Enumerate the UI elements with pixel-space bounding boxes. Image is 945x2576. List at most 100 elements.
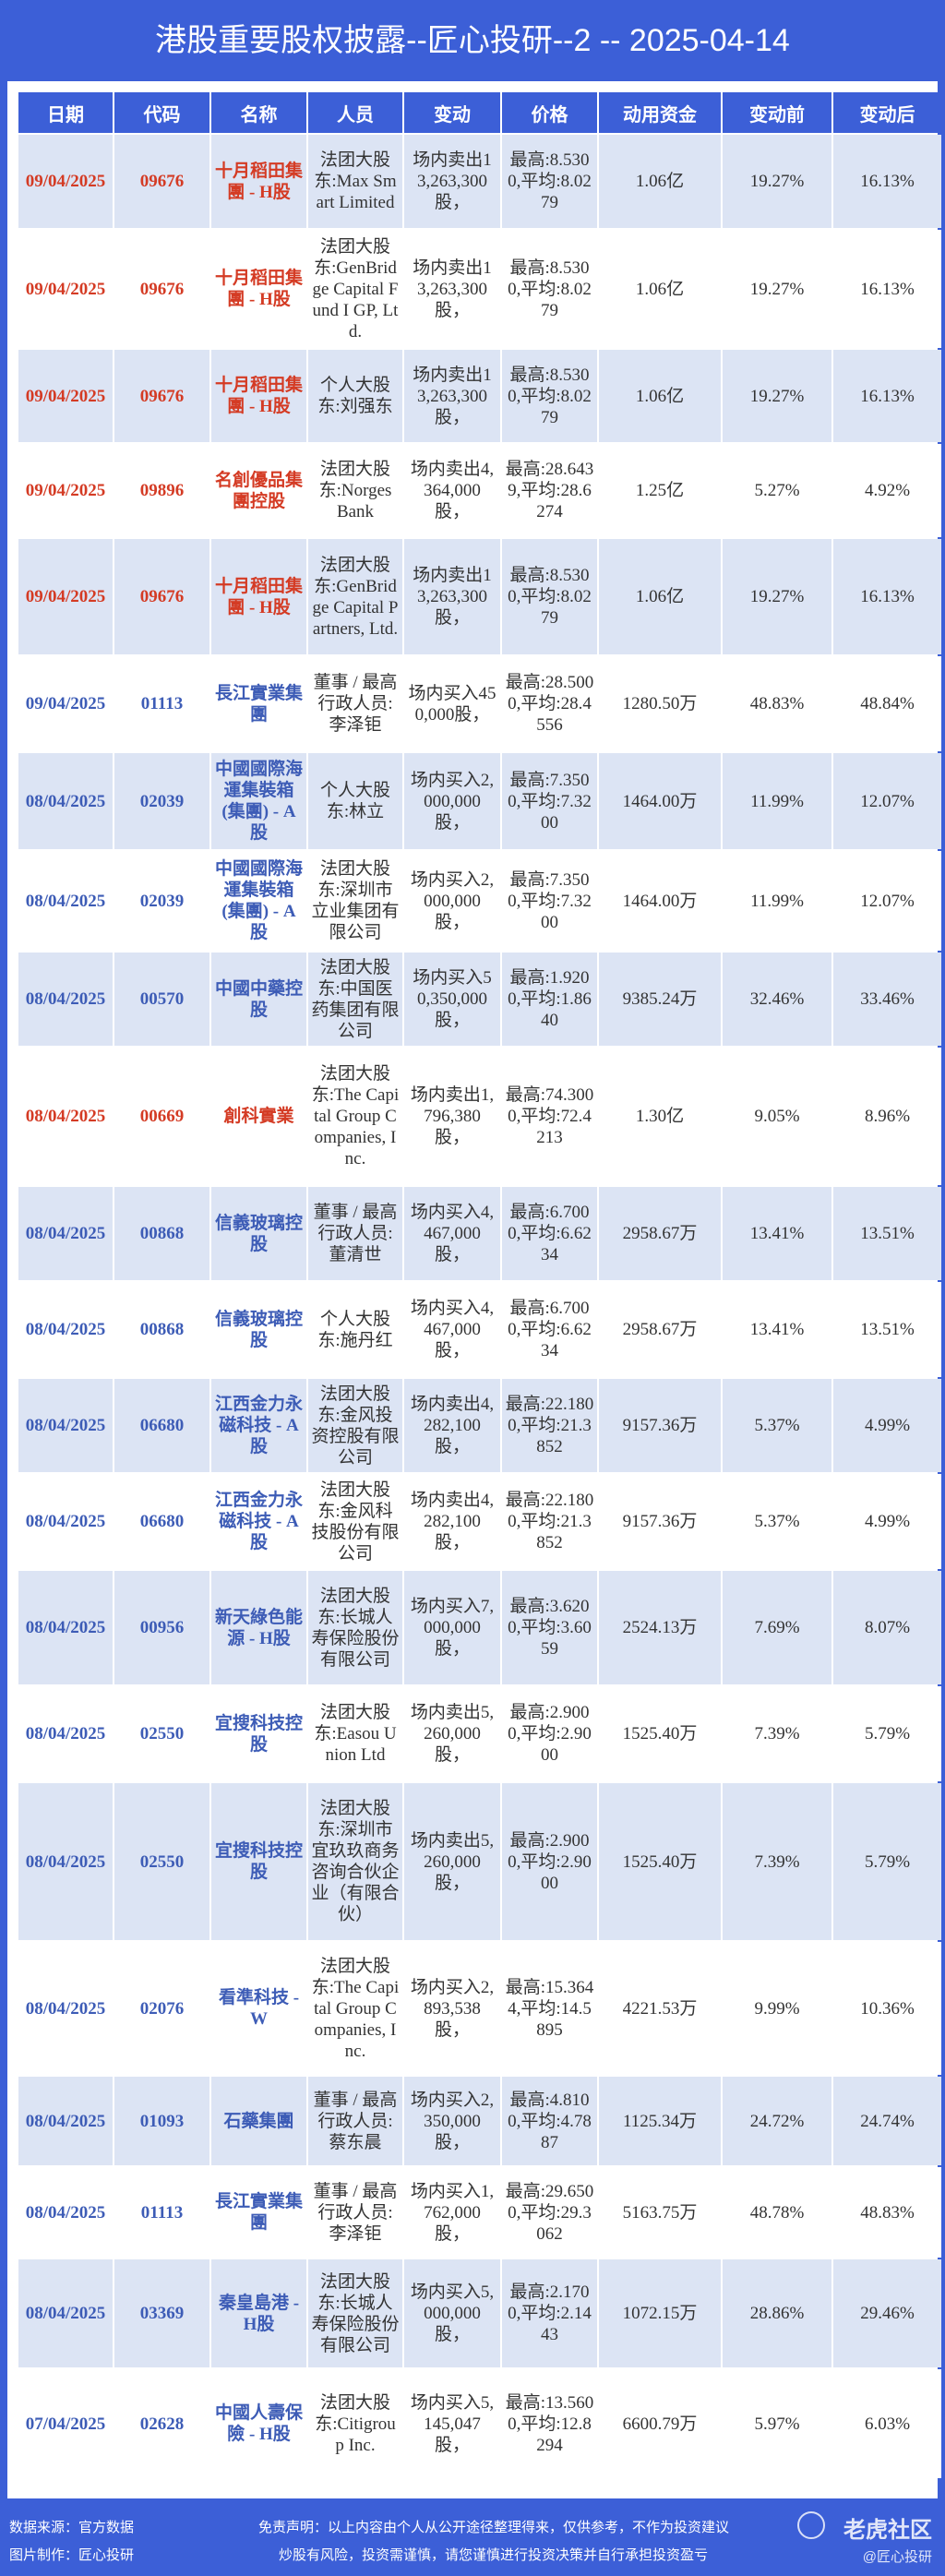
cell-price: 最高:29.6500,平均:29.3062 xyxy=(502,2167,597,2258)
cell-date: 08/04/2025 xyxy=(18,1474,113,1569)
cell-change: 场内卖出5,260,000股， xyxy=(404,1686,500,1781)
cell-change: 场内买入4,467,000股， xyxy=(404,1187,500,1280)
cell-date: 09/04/2025 xyxy=(18,230,113,348)
cell-change: 场内买入2,000,000股， xyxy=(404,851,500,951)
cell-price: 最高:6.7000,平均:6.6234 xyxy=(502,1282,597,1377)
cell-name: 名創優品集團控股 xyxy=(211,444,306,537)
cell-price: 最高:8.5300,平均:8.0279 xyxy=(502,230,597,348)
cell-price: 最高:15.3644,平均:14.5895 xyxy=(502,1942,597,2075)
cell-change: 场内卖出4,282,100股， xyxy=(404,1474,500,1569)
cell-change: 场内买入5,000,000股， xyxy=(404,2259,500,2367)
cell-name: 宜搜科技控股 xyxy=(211,1686,306,1781)
cell-before: 13.41% xyxy=(723,1282,831,1377)
cell-before: 19.27% xyxy=(723,539,831,654)
table-row: 08/04/2025 02076 看準科技 - W 法团大股东:The Capital… xyxy=(18,1942,941,2075)
cell-before: 32.46% xyxy=(723,953,831,1046)
cell-after: 6.03% xyxy=(833,2369,941,2478)
cell-person: 法团大股东:Easou Union Ltd xyxy=(308,1686,402,1781)
cell-name: 中國中藥控股 xyxy=(211,953,306,1046)
cell-name: 長江實業集團 xyxy=(211,2167,306,2258)
table-row: 09/04/2025 01113 長江實業集團 董事 / 最高行政人员:李泽钜 场内买入… xyxy=(18,656,941,751)
table-row: 08/04/2025 06680 江西金力永磁科技 - A股 法团大股东:金风科技股份… xyxy=(18,1474,941,1569)
cell-name: 中國國際海運集裝箱(集團) - A股 xyxy=(211,851,306,951)
cell-before: 5.27% xyxy=(723,444,831,537)
cell-date: 08/04/2025 xyxy=(18,2077,113,2165)
cell-after: 13.51% xyxy=(833,1187,941,1280)
cell-after: 16.13% xyxy=(833,135,941,228)
cell-code: 02550 xyxy=(114,1686,209,1781)
cell-name: 信義玻璃控股 xyxy=(211,1282,306,1377)
table-row: 08/04/2025 00868 信義玻璃控股 董事 / 最高行政人员:董清世 场内买入… xyxy=(18,1187,941,1280)
cell-after: 12.07% xyxy=(833,851,941,951)
cell-name: 中國國際海運集裝箱(集團) - A股 xyxy=(211,753,306,849)
cell-code: 09676 xyxy=(114,135,209,228)
cell-after: 48.84% xyxy=(833,656,941,751)
cell-person: 法团大股东:The Capital Group Companies, Inc. xyxy=(308,1942,402,2075)
cell-price: 最高:8.5300,平均:8.0279 xyxy=(502,135,597,228)
cell-code: 06680 xyxy=(114,1379,209,1472)
cell-name: 石藥集團 xyxy=(211,2077,306,2165)
cell-date: 08/04/2025 xyxy=(18,1048,113,1185)
cell-price: 最高:1.9200,平均:1.8640 xyxy=(502,953,597,1046)
header-change: 变动 xyxy=(404,92,500,133)
cell-name: 江西金力永磁科技 - A股 xyxy=(211,1474,306,1569)
cell-change: 场内卖出13,263,300股， xyxy=(404,539,500,654)
table-body: 09/04/2025 09676 十月稻田集團 - H股 法团大股东:Max Smar… xyxy=(18,135,941,2478)
header-before: 变动前 xyxy=(723,92,831,133)
cell-person: 法团大股东:深圳市立业集团有限公司 xyxy=(308,851,402,951)
cell-price: 最高:4.8100,平均:4.7887 xyxy=(502,2077,597,2165)
cell-name: 十月稻田集團 - H股 xyxy=(211,230,306,348)
cell-person: 董事 / 最高行政人员:李泽钜 xyxy=(308,656,402,751)
table-row: 08/04/2025 01093 石藥集團 董事 / 最高行政人员:蔡东晨 场内买入2,… xyxy=(18,2077,941,2165)
table-row: 08/04/2025 01113 長江實業集團 董事 / 最高行政人员:李泽钜 场内买入… xyxy=(18,2167,941,2258)
cell-funds: 1464.00万 xyxy=(599,851,721,951)
cell-change: 场内买入450,000股， xyxy=(404,656,500,751)
cell-name: 新天綠色能源 - H股 xyxy=(211,1571,306,1684)
cell-change: 场内买入7,000,000股， xyxy=(404,1571,500,1684)
cell-date: 08/04/2025 xyxy=(18,1571,113,1684)
table-row: 09/04/2025 09676 十月稻田集團 - H股 法团大股东:GenBridg… xyxy=(18,230,941,348)
cell-funds: 5163.75万 xyxy=(599,2167,721,2258)
cell-person: 法团大股东:金风投资控股有限公司 xyxy=(308,1379,402,1472)
cell-name: 中國人壽保險 - H股 xyxy=(211,2369,306,2478)
disclosure-table: 日期 代码 名称 人员 变动 价格 动用资金 变动前 变动后 09/04/202… xyxy=(17,90,943,2480)
footer: 数据来源：官方数据 图片制作：匠心投研 免责声明：以上内容由个人从公开途径整理得… xyxy=(0,2498,945,2576)
watermark: 老虎社区 xyxy=(843,2517,932,2543)
cell-funds: 1.30亿 xyxy=(599,1048,721,1185)
cell-funds: 1.06亿 xyxy=(599,350,721,442)
cell-after: 12.07% xyxy=(833,753,941,849)
cell-date: 08/04/2025 xyxy=(18,1783,113,1940)
cell-after: 4.99% xyxy=(833,1474,941,1569)
cell-price: 最高:8.5300,平均:8.0279 xyxy=(502,539,597,654)
cell-funds: 2524.13万 xyxy=(599,1571,721,1684)
cell-person: 董事 / 最高行政人员:蔡东晨 xyxy=(308,2077,402,2165)
cell-person: 法团大股东:GenBridge Capital Fund I GP, Ltd. xyxy=(308,230,402,348)
header-person: 人员 xyxy=(308,92,402,133)
cell-name: 十月稻田集團 - H股 xyxy=(211,135,306,228)
cell-funds: 4221.53万 xyxy=(599,1942,721,2075)
cell-name: 江西金力永磁科技 - A股 xyxy=(211,1379,306,1472)
cell-person: 法团大股东:深圳市宜玖玖商务咨询合伙企业（有限合伙） xyxy=(308,1783,402,1940)
cell-date: 08/04/2025 xyxy=(18,2167,113,2258)
cell-after: 33.46% xyxy=(833,953,941,1046)
cell-date: 07/04/2025 xyxy=(18,2369,113,2478)
cell-funds: 1.25亿 xyxy=(599,444,721,537)
cell-price: 最高:74.3000,平均:72.4213 xyxy=(502,1048,597,1185)
watermark-logo-icon xyxy=(797,2511,825,2539)
table-row: 08/04/2025 00956 新天綠色能源 - H股 法团大股东:长城人寿保险股份… xyxy=(18,1571,941,1684)
cell-funds: 1125.34万 xyxy=(599,2077,721,2165)
table-row: 09/04/2025 09676 十月稻田集團 - H股 法团大股东:Max Smar… xyxy=(18,135,941,228)
cell-funds: 1.06亿 xyxy=(599,230,721,348)
cell-price: 最高:28.5000,平均:28.4556 xyxy=(502,656,597,751)
cell-price: 最高:22.1800,平均:21.3852 xyxy=(502,1474,597,1569)
cell-funds: 1280.50万 xyxy=(599,656,721,751)
cell-date: 08/04/2025 xyxy=(18,1379,113,1472)
table-row: 08/04/2025 00868 信義玻璃控股 个人大股东:施丹红 场内买入4,467,… xyxy=(18,1282,941,1377)
cell-before: 5.37% xyxy=(723,1474,831,1569)
table-row: 08/04/2025 02039 中國國際海運集裝箱(集團) - A股 个人大股东:林… xyxy=(18,753,941,849)
cell-person: 法团大股东:金风科技股份有限公司 xyxy=(308,1474,402,1569)
watermark-handle: @匠心投研 xyxy=(862,2549,932,2565)
cell-price: 最高:2.9000,平均:2.9000 xyxy=(502,1686,597,1781)
cell-code: 02039 xyxy=(114,753,209,849)
cell-before: 28.86% xyxy=(723,2259,831,2367)
